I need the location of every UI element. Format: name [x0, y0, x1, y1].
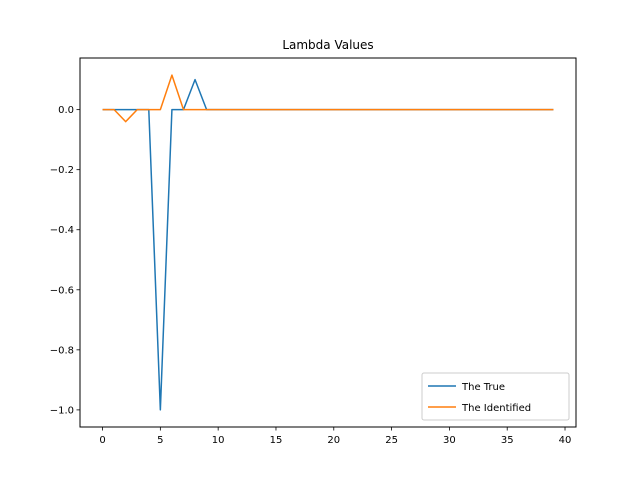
chart-title: Lambda Values [282, 38, 373, 52]
legend-label-1: The True [461, 382, 505, 393]
y-tick-label: −0.2 [50, 165, 74, 176]
y-axis: 0.0 −0.2 −0.4 −0.6 −0.8 −1.0 [50, 105, 80, 416]
y-tick-label: −0.6 [50, 285, 74, 296]
legend-box [421, 372, 570, 421]
x-tick-label: 10 [212, 435, 225, 446]
legend: The True The Identified [421, 372, 570, 421]
x-tick-label: 25 [385, 435, 398, 446]
x-tick-label: 15 [270, 435, 283, 446]
x-tick-label: 30 [443, 435, 456, 446]
plot-frame [79, 57, 577, 428]
series-layer [102, 74, 554, 411]
x-tick-label: 20 [327, 435, 340, 446]
x-tick-label: 35 [501, 435, 514, 446]
x-tick-label: 0 [99, 435, 105, 446]
y-tick-label: −1.0 [50, 405, 74, 416]
y-tick-label: 0.0 [58, 105, 74, 116]
x-tick-label: 40 [559, 435, 572, 446]
series-line-2 [102, 74, 554, 123]
x-tick-label: 5 [157, 435, 163, 446]
y-tick-label: −0.8 [50, 345, 74, 356]
legend-label-2: The Identified [461, 403, 531, 414]
x-axis: 0 5 10 15 20 25 30 35 40 [99, 427, 571, 446]
y-tick-label: −0.4 [50, 225, 74, 236]
